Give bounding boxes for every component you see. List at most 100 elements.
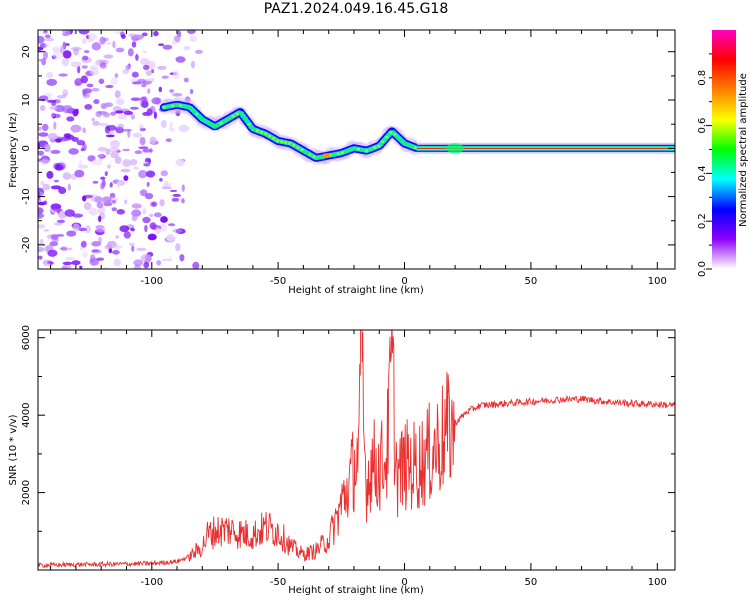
x-tick-label: -100: [140, 577, 163, 588]
noise-speckle: [88, 33, 97, 41]
noise-speckle: [82, 38, 87, 45]
snr-frame: [37, 329, 676, 571]
noise-speckle: [38, 246, 45, 252]
ridge-blob-inner: [211, 124, 215, 127]
noise-speckle: [61, 58, 69, 66]
ridge-blob-inner: [276, 139, 280, 143]
y-tick-label: 6000: [21, 325, 32, 350]
noise-speckle: [146, 108, 153, 116]
noise-speckle: [160, 216, 168, 223]
ridge-blob-inner: [243, 117, 247, 121]
noise-speckle: [133, 34, 145, 40]
noise-speckle: [149, 213, 154, 218]
noise-speckle: [38, 150, 44, 156]
noise-speckle: [151, 97, 161, 105]
noise-speckle: [82, 92, 91, 99]
noise-speckle: [125, 64, 131, 71]
noise-speckle: [93, 196, 103, 203]
ridge-blob-inner: [413, 146, 417, 149]
x-tick-label: 50: [525, 276, 538, 287]
noise-speckle: [112, 40, 116, 49]
noise-speckle: [130, 227, 135, 232]
colorbar-ticks: 0.0 0.2 0.4 0.6 0.8: [697, 53, 712, 277]
y-tick-label: -10: [21, 188, 32, 204]
noise-speckle: [119, 225, 130, 233]
noise-speckle: [131, 203, 142, 209]
noise-speckle: [68, 148, 79, 155]
noise-speckle: [78, 30, 90, 35]
noise-speckle: [138, 124, 144, 129]
noise-speckle: [98, 78, 105, 85]
noise-speckle: [156, 260, 162, 266]
y-tick-label: 0: [21, 145, 32, 151]
noise-speckle: [113, 245, 123, 249]
noise-speckle: [115, 110, 124, 114]
y-tick-label: 20: [21, 45, 32, 58]
noise-speckle: [129, 159, 138, 166]
noise-speckle: [139, 189, 148, 197]
noise-speckle: [40, 159, 50, 166]
ridge-blob-inner: [203, 119, 207, 123]
noise-speckle: [39, 105, 46, 112]
noise-speckle: [62, 90, 68, 94]
ridge-blob-inner: [300, 148, 304, 152]
snr-series-line: [38, 330, 675, 569]
noise-speckle: [141, 32, 148, 37]
ridge-blob-inner: [397, 136, 401, 140]
noise-speckle: [135, 53, 139, 61]
ridge-blob-inner: [227, 117, 231, 120]
noise-speckle: [115, 235, 119, 239]
noise-speckle: [38, 126, 42, 131]
noise-speckle: [127, 130, 131, 138]
noise-speckle: [149, 222, 157, 230]
noise-speckle: [143, 64, 150, 71]
noise-speckle: [54, 104, 65, 113]
noise-speckle: [50, 234, 59, 240]
ridge-blob-inner: [312, 155, 316, 159]
noise-speckle: [101, 196, 112, 204]
ridge-blob-inner: [361, 148, 365, 152]
noise-speckle: [172, 228, 183, 233]
noise-speckle: [109, 197, 119, 202]
colorbar-gradient-bar: [712, 30, 736, 269]
noise-speckle: [139, 58, 150, 66]
noise-speckle: [115, 47, 125, 53]
noise-speckle: [65, 43, 70, 46]
band-bulge: [446, 143, 465, 154]
noise-speckle: [66, 230, 77, 237]
noise-speckle: [49, 106, 58, 110]
noise-speckle: [75, 108, 79, 115]
ridge-blob-inner: [332, 153, 336, 156]
noise-speckle: [83, 50, 90, 54]
ridge-blob-inner: [340, 151, 344, 154]
noise-speckle: [109, 139, 120, 149]
noise-speckle: [92, 180, 99, 184]
noise-speckle: [50, 185, 62, 190]
noise-speckle: [155, 227, 161, 235]
noise-speckle: [161, 75, 169, 79]
noise-speckle: [172, 70, 180, 80]
ridge-blob-inner: [344, 149, 348, 153]
noise-speckle: [157, 66, 167, 70]
ridge-blob-inner: [166, 105, 170, 108]
noise-speckle: [194, 49, 203, 55]
ridge-blob-inner: [381, 140, 385, 144]
noise-speckle: [60, 136, 72, 141]
noise-speckle: [143, 261, 150, 269]
noise-speckle: [139, 127, 146, 132]
noise-speckle: [149, 136, 157, 145]
noise-speckle: [143, 50, 148, 54]
noise-speckle: [116, 180, 121, 189]
noise-speckle: [161, 258, 172, 262]
noise-speckle: [80, 75, 89, 84]
noise-speckle: [74, 78, 83, 86]
noise-speckle: [171, 39, 177, 46]
x-tick-label: 0: [401, 276, 407, 287]
ridge-blob-inner: [280, 140, 284, 143]
ridge-blob-inner: [409, 144, 413, 148]
noise-speckle: [97, 147, 108, 152]
ridge-blob-inner: [393, 133, 397, 136]
noise-speckle: [105, 134, 115, 138]
noise-speckle: [144, 78, 155, 82]
